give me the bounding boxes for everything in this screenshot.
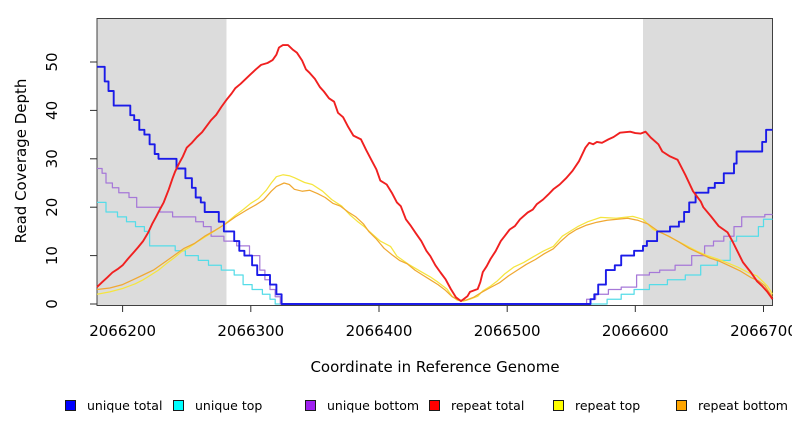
legend-swatch [65, 400, 76, 411]
legend-swatch [305, 400, 316, 411]
legend-label: repeat bottom [698, 398, 788, 413]
y-tick-label: 20 [43, 198, 61, 217]
y-tick-label: 30 [43, 149, 61, 168]
legend-item-repeat-top: repeat top [553, 399, 640, 412]
legend-swatch [429, 400, 440, 411]
y-tick-label: 10 [43, 246, 61, 265]
legend-swatch [173, 400, 184, 411]
legend-label: repeat total [451, 398, 525, 413]
series-line-repeat-total [96, 44, 774, 303]
series-line-unique-top [97, 201, 773, 305]
legend-item-unique-total: unique total [65, 399, 162, 412]
shaded-repeat-region [97, 19, 227, 306]
legend-swatch [553, 400, 564, 411]
y-tick-label: 0 [43, 299, 61, 309]
legend-label: repeat top [575, 398, 641, 413]
x-tick-label: 2066300 [217, 322, 284, 340]
legend-label: unique total [87, 398, 163, 413]
y-tick-label: 50 [43, 52, 61, 71]
plot-frame [96, 18, 773, 306]
x-tick-label: 2066200 [89, 322, 156, 340]
legend-label: unique bottom [327, 398, 420, 413]
legend-item-repeat-bottom: repeat bottom [676, 399, 788, 412]
x-tick-label: 2066400 [346, 322, 413, 340]
shaded-repeat-region [643, 19, 773, 306]
legend-swatch [676, 400, 687, 411]
legend-label: unique top [195, 398, 263, 413]
legend-item-unique-top: unique top [173, 399, 262, 412]
x-tick-label: 2066500 [474, 322, 541, 340]
legend-item-repeat-total: repeat total [429, 399, 524, 412]
series-line-unique-total [97, 65, 773, 305]
y-axis-title: Read Coverage Depth [12, 78, 30, 244]
x-axis-title: Coordinate in Reference Genome [310, 358, 560, 376]
y-tick-label: 40 [43, 101, 61, 120]
x-tick-label: 2066600 [602, 322, 669, 340]
x-tick-label: 2066700 [730, 322, 792, 340]
legend-item-unique-bottom: unique bottom [305, 399, 419, 412]
series-line-unique-bottom [97, 167, 773, 305]
